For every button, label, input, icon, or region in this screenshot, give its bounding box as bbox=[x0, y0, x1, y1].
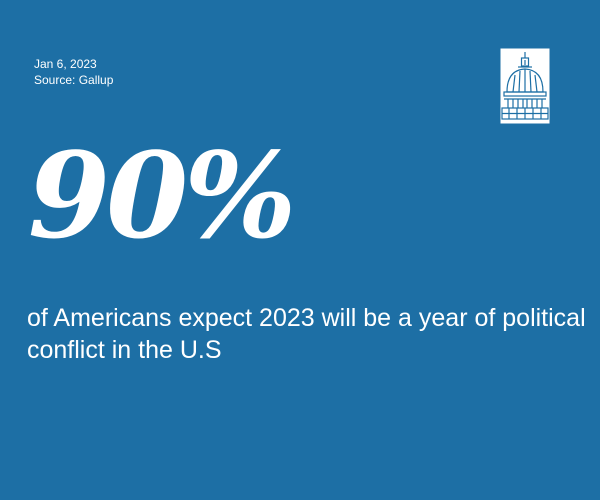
headline-stat: 90% bbox=[28, 126, 296, 265]
source-label: Source: Gallup bbox=[34, 73, 114, 87]
date-label: Jan 6, 2023 bbox=[34, 57, 97, 71]
capitol-dome-icon bbox=[500, 48, 550, 124]
headline-caption: of Americans expect 2023 will be a year … bbox=[27, 304, 586, 364]
meta-info: Jan 6, 2023 Source: Gallup bbox=[34, 56, 113, 88]
